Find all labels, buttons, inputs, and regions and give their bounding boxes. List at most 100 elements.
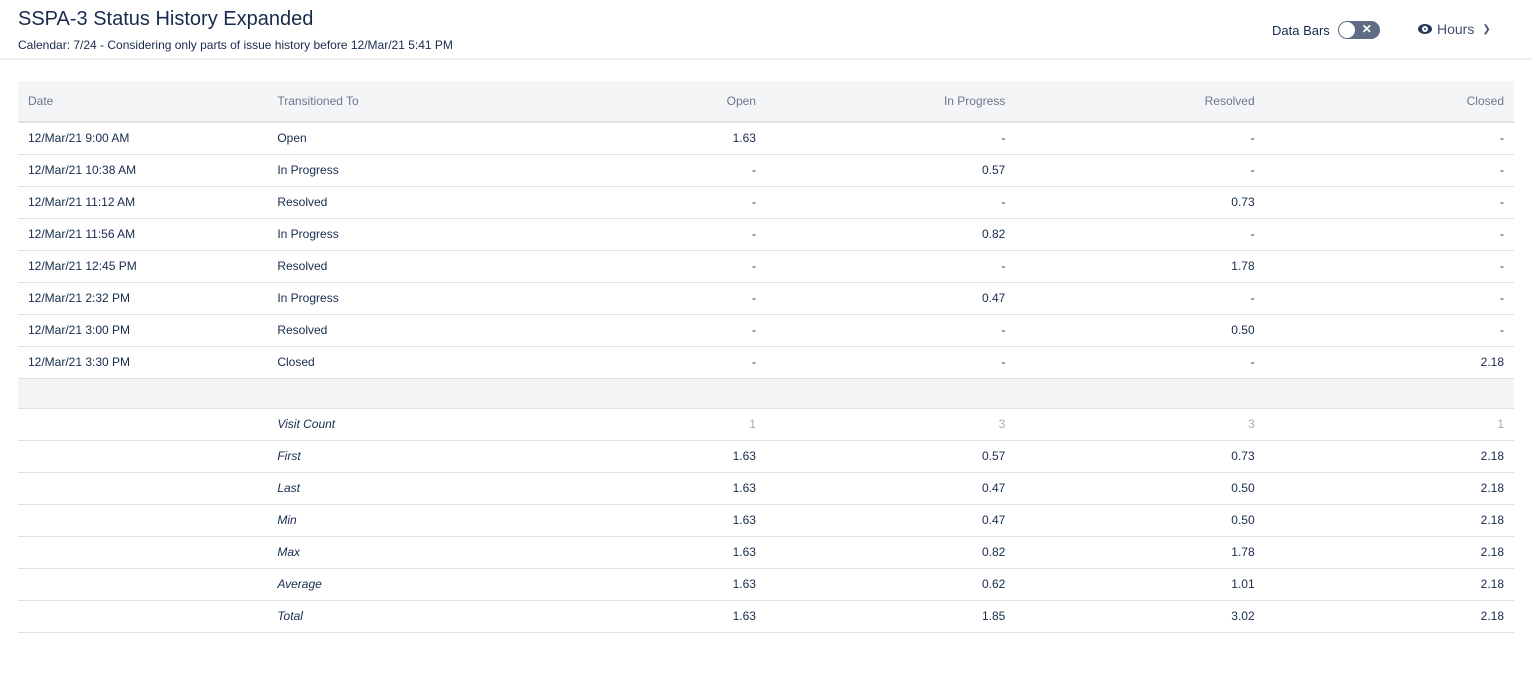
spacer-row (18, 378, 1514, 409)
cell-resolved: - (1015, 154, 1265, 187)
stat-value: 2.18 (1264, 440, 1514, 473)
cell-in-progress: - (765, 346, 1016, 379)
eye-icon (1418, 24, 1432, 34)
stat-value: 0.73 (1015, 440, 1265, 473)
stat-label: Visit Count (267, 408, 517, 441)
stat-value: 1.63 (516, 600, 766, 633)
empty-cell (18, 408, 268, 441)
stat-label: Min (267, 504, 517, 537)
cell-in-progress: 0.57 (765, 154, 1016, 187)
stat-value: 1.63 (516, 568, 766, 601)
cell-open: - (516, 186, 766, 219)
stat-value: 2.18 (1264, 504, 1514, 537)
stats-row: Visit Count 1 3 3 1 (18, 408, 1514, 441)
data-bars-label: Data Bars (1272, 22, 1330, 38)
table-row: 12/Mar/21 3:00 PM Resolved - -0.50- (18, 314, 1514, 347)
cell-date: 12/Mar/21 11:12 AM (18, 186, 268, 219)
cell-closed: - (1264, 282, 1514, 315)
stats-row: Max 1.63 0.82 1.78 2.18 (18, 536, 1514, 569)
table-header-row: Date Transitioned To Open In Progress Resolv… (18, 81, 1514, 123)
table-row: 12/Mar/21 11:56 AM In Progress -0.82- - (18, 218, 1514, 251)
cell-date: 12/Mar/21 2:32 PM (18, 282, 268, 315)
cell-in-progress: - (765, 314, 1016, 347)
stat-value: 0.57 (765, 440, 1016, 473)
column-header-date[interactable]: Date (18, 81, 268, 123)
data-bars-toggle[interactable]: ✕ (1337, 21, 1380, 39)
stat-value: 1.85 (765, 600, 1016, 633)
cell-closed: - (1264, 250, 1514, 283)
unit-dropdown[interactable]: Hours ❯ (1418, 21, 1491, 37)
column-header-transitioned-to[interactable]: Transitioned To (267, 81, 517, 123)
stat-label: Total (267, 600, 517, 633)
page-title: SSPA-3 Status History Expanded (18, 8, 314, 30)
stat-value: 1.63 (516, 440, 766, 473)
cell-open: - (516, 282, 766, 315)
stat-value: 0.62 (765, 568, 1016, 601)
cell-in-progress: 0.82 (765, 218, 1016, 251)
column-header-in-progress[interactable]: In Progress (765, 81, 1016, 123)
cell-transitioned-to: In Progress (267, 154, 517, 187)
stats-row: Average 1.63 0.62 1.01 2.18 (18, 568, 1514, 601)
column-header-closed[interactable]: Closed (1264, 81, 1514, 123)
cell-transitioned-to: Resolved (267, 314, 517, 347)
cell-resolved: 0.50 (1015, 314, 1265, 347)
cell-closed: - (1264, 122, 1514, 155)
empty-cell (18, 472, 268, 505)
status-history-table: Date Transitioned To Open In Progress Resolv… (18, 81, 1514, 633)
cell-date: 12/Mar/21 9:00 AM (18, 122, 268, 155)
table-row: 12/Mar/21 2:32 PM In Progress -0.47- - (18, 282, 1514, 315)
stat-value: 0.47 (765, 472, 1016, 505)
stat-value: 0.47 (765, 504, 1016, 537)
empty-cell (18, 440, 268, 473)
cell-date: 12/Mar/21 3:00 PM (18, 314, 268, 347)
cell-open: - (516, 314, 766, 347)
stat-label: Max (267, 536, 517, 569)
cell-transitioned-to: In Progress (267, 218, 517, 251)
cell-in-progress: - (765, 186, 1016, 219)
stats-row: First 1.63 0.57 0.73 2.18 (18, 440, 1514, 473)
table-row: 12/Mar/21 9:00 AM Open 1.63- - - (18, 122, 1514, 155)
stats-row: Total 1.63 1.85 3.02 2.18 (18, 600, 1514, 633)
cell-in-progress: - (765, 122, 1016, 155)
page-header: SSPA-3 Status History Expanded Calendar:… (0, 0, 1532, 60)
cell-date: 12/Mar/21 3:30 PM (18, 346, 268, 379)
cell-closed: - (1264, 154, 1514, 187)
table-row: 12/Mar/21 3:30 PM Closed - - -2.18 (18, 346, 1514, 379)
unit-label: Hours (1437, 21, 1475, 37)
column-header-open[interactable]: Open (516, 81, 766, 123)
stat-label: Average (267, 568, 517, 601)
table-row: 12/Mar/21 11:12 AM Resolved - -0.73- (18, 186, 1514, 219)
stat-value: 2.18 (1264, 536, 1514, 569)
cell-open: - (516, 218, 766, 251)
stat-value: 1.01 (1015, 568, 1265, 601)
stat-value: 0.50 (1015, 472, 1265, 505)
stat-value: 3 (765, 408, 1016, 441)
cell-transitioned-to: Resolved (267, 186, 517, 219)
data-bars-control: Data Bars ✕ (1272, 21, 1380, 39)
cell-transitioned-to: Open (267, 122, 517, 155)
stat-value: 0.82 (765, 536, 1016, 569)
stat-value: 1.63 (516, 472, 766, 505)
cell-date: 12/Mar/21 12:45 PM (18, 250, 268, 283)
stat-value: 1.78 (1015, 536, 1265, 569)
cell-resolved: - (1015, 282, 1265, 315)
stats-row: Last 1.63 0.47 0.50 2.18 (18, 472, 1514, 505)
stats-row: Min 1.63 0.47 0.50 2.18 (18, 504, 1514, 537)
column-header-resolved[interactable]: Resolved (1015, 81, 1265, 123)
cell-transitioned-to: Closed (267, 346, 517, 379)
cell-closed: - (1264, 218, 1514, 251)
cell-date: 12/Mar/21 10:38 AM (18, 154, 268, 187)
stat-value: 1 (1264, 408, 1514, 441)
stat-value: 2.18 (1264, 568, 1514, 601)
cell-resolved: - (1015, 346, 1265, 379)
stat-value: 2.18 (1264, 472, 1514, 505)
cell-open: - (516, 346, 766, 379)
cell-closed: - (1264, 186, 1514, 219)
cell-transitioned-to: Resolved (267, 250, 517, 283)
cell-closed: 2.18 (1264, 346, 1514, 379)
chevron-down-icon: ❯ (1482, 23, 1491, 35)
empty-cell (18, 568, 268, 601)
cell-resolved: 1.78 (1015, 250, 1265, 283)
stat-value: 3.02 (1015, 600, 1265, 633)
cell-resolved: - (1015, 218, 1265, 251)
